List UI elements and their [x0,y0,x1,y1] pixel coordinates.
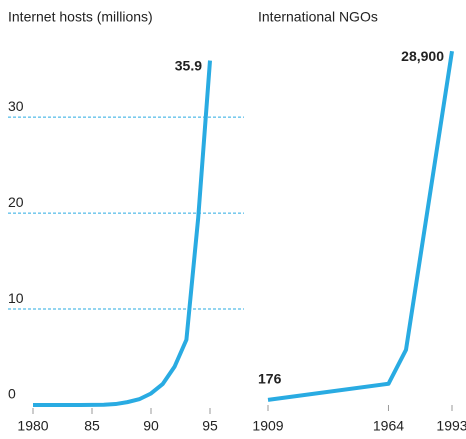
x-tick-label: 1909 [252,418,283,434]
y-tick-label: 30 [8,98,24,114]
y-tick-label: 0 [8,386,16,402]
chart-title: Internet hosts (millions) [8,9,153,25]
x-tick-label: 1980 [17,418,48,434]
x-tick-label: 1964 [373,418,404,434]
data-line [267,50,454,402]
chart-title: International NGOs [258,9,378,25]
y-tick-label: 10 [8,290,24,306]
x-tick-label: 90 [143,418,159,434]
x-tick-label: 95 [202,418,218,434]
data-label: 35.9 [175,57,202,73]
data-label: 28,900 [401,48,444,64]
y-tick-label: 20 [8,194,24,210]
x-tick-label: 1993 [436,418,466,434]
x-tick-label: 85 [84,418,100,434]
data-label: 176 [258,371,282,387]
data-line [33,60,212,407]
